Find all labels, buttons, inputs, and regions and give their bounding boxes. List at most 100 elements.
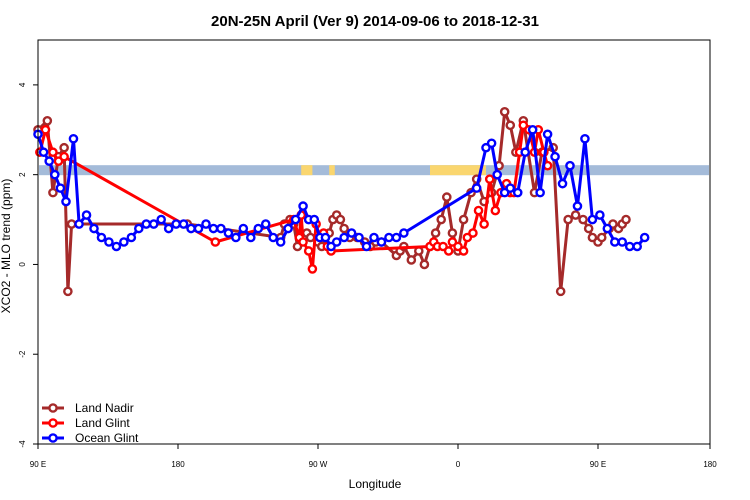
legend-entry: Ocean Glint (75, 431, 139, 445)
land-band-segment (301, 165, 313, 176)
data-point (253, 223, 264, 234)
data-point (535, 187, 545, 198)
data-point (141, 219, 152, 229)
data-point (595, 210, 605, 220)
data-point (621, 214, 631, 225)
legend-marker (48, 403, 58, 413)
data-point (59, 142, 69, 153)
data-point (193, 223, 204, 234)
data-point (68, 133, 79, 144)
data-point (430, 228, 441, 238)
data-point (458, 246, 469, 256)
data-point (542, 129, 553, 140)
data-point (484, 174, 495, 184)
x-tick-label: 0 (456, 460, 461, 469)
data-point (55, 183, 66, 193)
data-point (305, 232, 316, 243)
data-point (443, 246, 454, 256)
data-point (48, 147, 58, 158)
y-axis-label: XCO2 - MLO trend (ppm) (0, 179, 13, 314)
data-point (63, 286, 73, 297)
data-point (490, 205, 501, 216)
data-point (331, 237, 342, 247)
data-point (639, 232, 650, 243)
x-axis-label: Longitude (349, 477, 402, 491)
data-point (268, 232, 279, 243)
data-point (59, 151, 69, 162)
data-point (111, 241, 122, 252)
data-point (520, 147, 531, 158)
data-point (283, 223, 293, 234)
data-point (89, 223, 99, 234)
data-point (335, 214, 346, 225)
data-point (391, 232, 402, 243)
data-point (260, 219, 271, 229)
data-point (245, 232, 256, 243)
data-point (307, 264, 318, 274)
data-point (602, 223, 613, 234)
data-point (163, 223, 174, 234)
data-point (133, 223, 144, 234)
x-tick-label: 90 W (309, 460, 328, 469)
data-point (303, 246, 314, 256)
legend-entry: Land Glint (75, 416, 130, 430)
data-point (399, 228, 409, 238)
data-point (570, 210, 581, 220)
data-point (298, 237, 308, 247)
axis-layer: 90 E 180 90 W 0 90 E 180 -4 -2 0 2 4 (18, 82, 717, 469)
data-point (171, 219, 181, 229)
data-point (505, 183, 516, 193)
data-point (468, 228, 478, 238)
data-point (81, 210, 92, 220)
data-point (61, 196, 71, 207)
data-point (369, 232, 379, 243)
data-point (238, 223, 249, 234)
data-point (339, 232, 349, 243)
data-point (572, 201, 583, 211)
y-tick-label: -2 (18, 350, 27, 358)
data-point (231, 232, 241, 243)
data-point (50, 169, 60, 180)
legend-entry: Land Nadir (75, 401, 134, 415)
data-point (156, 214, 166, 225)
data-point (376, 237, 387, 247)
y-tick-label: 2 (18, 172, 27, 177)
data-point (565, 160, 575, 171)
x-tick-label: 180 (171, 460, 185, 469)
y-tick-label: 4 (18, 82, 27, 87)
y-tick-label: -4 (18, 440, 27, 448)
x-tick-label: 90 E (30, 460, 46, 469)
data-point (580, 133, 590, 144)
data-point (632, 241, 643, 252)
data-point (419, 259, 430, 270)
data-point (38, 147, 49, 158)
data-point (309, 214, 320, 225)
data-point (126, 232, 137, 243)
series-ocean-glint (33, 124, 650, 252)
data-point (40, 124, 51, 135)
data-point (48, 187, 58, 198)
data-point (441, 192, 452, 202)
data-point (550, 151, 560, 162)
data-point (104, 237, 114, 247)
data-point (275, 237, 286, 247)
data-point (624, 241, 635, 252)
data-point (361, 241, 372, 252)
legend-marker (48, 433, 58, 443)
data-point (186, 223, 196, 234)
data-point (290, 214, 301, 225)
data-point (74, 219, 84, 229)
data-point (339, 223, 349, 234)
data-point (587, 214, 598, 225)
series-layer (33, 107, 650, 297)
data-point (406, 255, 417, 265)
data-point (223, 228, 234, 238)
data-point (148, 219, 159, 229)
data-point (216, 223, 226, 234)
data-point (473, 205, 484, 216)
data-point (596, 232, 607, 243)
data-point (458, 214, 469, 225)
x-tick-label: 90 E (590, 460, 606, 469)
